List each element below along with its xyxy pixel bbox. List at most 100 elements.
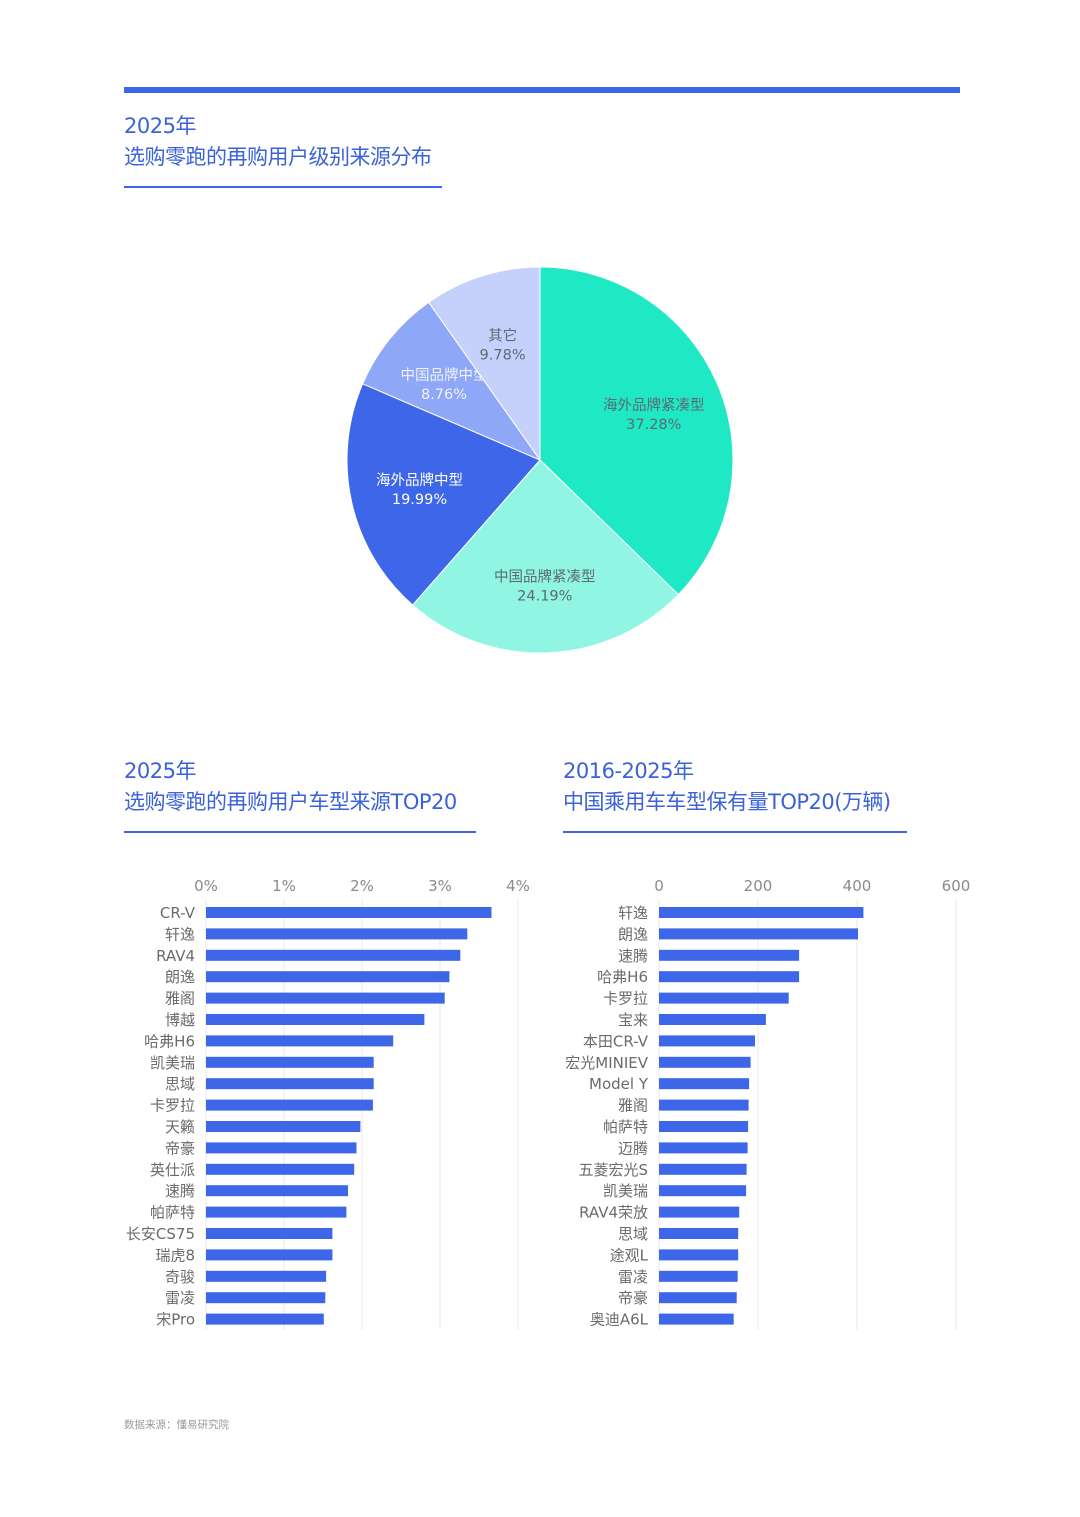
vehicle-parc-category-label-11: 迈腾 xyxy=(618,1139,648,1157)
pie-slice-2 xyxy=(346,383,541,606)
vehicle-parc-category-label-4: 卡罗拉 xyxy=(603,990,648,1008)
model-source-category-label-1: 轩逸 xyxy=(165,925,195,943)
model-source-bar-18 xyxy=(206,1292,326,1304)
model-source-category-label-3: 朗逸 xyxy=(165,968,195,986)
model-source-category-label-9: 卡罗拉 xyxy=(150,1097,195,1115)
pie-slice-label-4: 其它 xyxy=(488,326,517,344)
vehicle-parc-bar-1 xyxy=(659,928,858,940)
model-source-category-label-5: 博越 xyxy=(165,1011,195,1029)
vehicle-parc-bar-16 xyxy=(659,1249,739,1261)
vehicle-parc-category-label-17: 雷凌 xyxy=(618,1268,648,1286)
model-source-bar-8 xyxy=(206,1078,374,1090)
model-source-bar-0 xyxy=(206,907,492,918)
model-source-category-label-12: 英仕派 xyxy=(150,1161,195,1179)
model-source-category-label-7: 凯美瑞 xyxy=(150,1054,195,1072)
model-source-bar-14 xyxy=(206,1206,347,1218)
bar-chart2-heading-underline xyxy=(563,831,907,833)
pie-slice-value-1: 24.19% xyxy=(517,588,572,604)
bar-chart1-heading-underline xyxy=(124,831,476,833)
vehicle-parc-bar-2 xyxy=(659,949,800,961)
model-source-category-label-6: 哈弗H6 xyxy=(144,1032,195,1050)
vehicle-parc-category-label-0: 轩逸 xyxy=(618,904,648,922)
vehicle-parc-category-label-10: 帕萨特 xyxy=(603,1118,648,1136)
vehicle-parc-category-label-8: Model Y xyxy=(589,1075,649,1093)
pie-chart-title: 选购零跑的再购用户级别来源分布 xyxy=(124,145,432,169)
pie-slice-label-0: 海外品牌紧凑型 xyxy=(603,397,705,414)
model-source-category-label-16: 瑞虎8 xyxy=(155,1246,195,1264)
vehicle-parc-bar-11 xyxy=(659,1142,748,1154)
top-rule xyxy=(124,87,960,93)
data-source-note: 数据来源：懂易研究院 xyxy=(124,1419,229,1431)
bar-chart2-heading: 2016-2025年 中国乘用车车型保有量TOP20(万辆) xyxy=(563,756,907,833)
bar-chart1-heading: 2025年 选购零跑的再购用户车型来源TOP20 xyxy=(124,756,476,833)
model-source-tick-label-1: 1% xyxy=(272,877,296,895)
pie-slice-label-3: 中国品牌中型 xyxy=(401,367,488,384)
bar-chart1-title: 选购零跑的再购用户车型来源TOP20 xyxy=(124,790,457,814)
vehicle-parc-bar-10 xyxy=(659,1121,749,1132)
model-source-bar-16 xyxy=(206,1249,333,1261)
model-source-bar-6 xyxy=(206,1035,394,1047)
pie-slice-label-2: 海外品牌中型 xyxy=(376,472,463,489)
vehicle-parc-tick-label-2: 400 xyxy=(843,877,872,895)
model-source-bar-3 xyxy=(206,971,450,983)
model-source-bar-11 xyxy=(206,1142,357,1154)
vehicle-parc-bar-14 xyxy=(659,1206,740,1218)
vehicle-parc-bar-19 xyxy=(659,1313,734,1325)
vehicle-parc-category-label-16: 途观L xyxy=(610,1246,649,1264)
model-source-category-label-4: 雅阁 xyxy=(165,990,195,1008)
model-source-category-label-8: 思域 xyxy=(165,1075,195,1093)
vehicle-parc-bar-8 xyxy=(659,1078,750,1090)
model-source-category-label-14: 帕萨特 xyxy=(150,1204,195,1222)
vehicle-parc-category-label-19: 奥迪A6L xyxy=(590,1311,649,1329)
vehicle-parc-bar-7 xyxy=(659,1056,751,1068)
model-source-tick-label-2: 2% xyxy=(350,877,374,895)
pie-slice-value-0: 37.28% xyxy=(626,417,681,433)
model-source-category-label-10: 天籁 xyxy=(165,1118,195,1136)
bar-chart2-title: 中国乘用车车型保有量TOP20(万辆) xyxy=(563,790,891,814)
vehicle-parc-category-label-2: 速腾 xyxy=(618,947,648,965)
pie-chart-heading: 2025年 选购零跑的再购用户级别来源分布 xyxy=(124,111,442,188)
vehicle-parc-bar-3 xyxy=(659,971,800,983)
vehicle-parc-category-label-15: 思域 xyxy=(618,1225,648,1243)
pie-heading-underline xyxy=(124,186,442,188)
pie-slice-label-1: 中国品牌紧凑型 xyxy=(494,568,596,585)
vehicle-parc-tick-label-0: 0 xyxy=(654,877,664,895)
model-source-bar-12 xyxy=(206,1163,355,1175)
model-source-bar-10 xyxy=(206,1121,361,1132)
model-source-bar-4 xyxy=(206,992,445,1004)
pie-slice-0 xyxy=(539,266,734,596)
vehicle-parc-category-label-6: 本田CR-V xyxy=(583,1032,649,1050)
vehicle-parc-bar-5 xyxy=(659,1014,766,1025)
pie-slice-value-2: 19.99% xyxy=(392,492,447,508)
model-source-bar-2 xyxy=(206,949,461,961)
vehicle-parc-category-label-7: 宏光MINIEV xyxy=(565,1054,648,1072)
model-source-category-label-11: 帝豪 xyxy=(165,1139,195,1157)
model-source-tick-label-3: 3% xyxy=(428,877,452,895)
model-source-bar-19 xyxy=(206,1313,324,1325)
vehicle-parc-bar-4 xyxy=(659,992,789,1004)
vehicle-parc-category-label-12: 五菱宏光S xyxy=(578,1161,648,1179)
pie-slice-value-3: 8.76% xyxy=(421,387,467,403)
model-source-category-label-13: 速腾 xyxy=(165,1182,195,1200)
model-source-category-label-18: 雷凌 xyxy=(165,1289,195,1307)
model-source-tick-label-4: 4% xyxy=(506,877,530,895)
vehicle-parc-category-label-5: 宝来 xyxy=(618,1011,648,1029)
model-source-bar-13 xyxy=(206,1185,348,1197)
vehicle-parc-category-label-1: 朗逸 xyxy=(618,925,648,943)
model-source-bar-17 xyxy=(206,1270,327,1282)
model-source-category-label-0: CR-V xyxy=(160,904,196,922)
vehicle-parc-bar-18 xyxy=(659,1292,737,1304)
vehicle-parc-category-label-3: 哈弗H6 xyxy=(597,968,648,986)
pie-slice-value-4: 9.78% xyxy=(480,347,526,363)
bar-chart2-year: 2016-2025年 xyxy=(563,759,694,783)
vehicle-parc-bar-6 xyxy=(659,1035,755,1047)
vehicle-parc-bar-15 xyxy=(659,1228,739,1239)
vehicle-parc-category-label-9: 雅阁 xyxy=(618,1097,648,1115)
model-source-tick-label-0: 0% xyxy=(194,877,218,895)
model-source-bar-1 xyxy=(206,928,468,940)
model-source-bar-15 xyxy=(206,1228,333,1239)
vehicle-parc-category-label-18: 帝豪 xyxy=(618,1289,648,1307)
model-source-category-label-15: 长安CS75 xyxy=(126,1225,195,1243)
model-source-category-label-17: 奇骏 xyxy=(165,1268,195,1286)
vehicle-parc-bar-13 xyxy=(659,1185,747,1197)
